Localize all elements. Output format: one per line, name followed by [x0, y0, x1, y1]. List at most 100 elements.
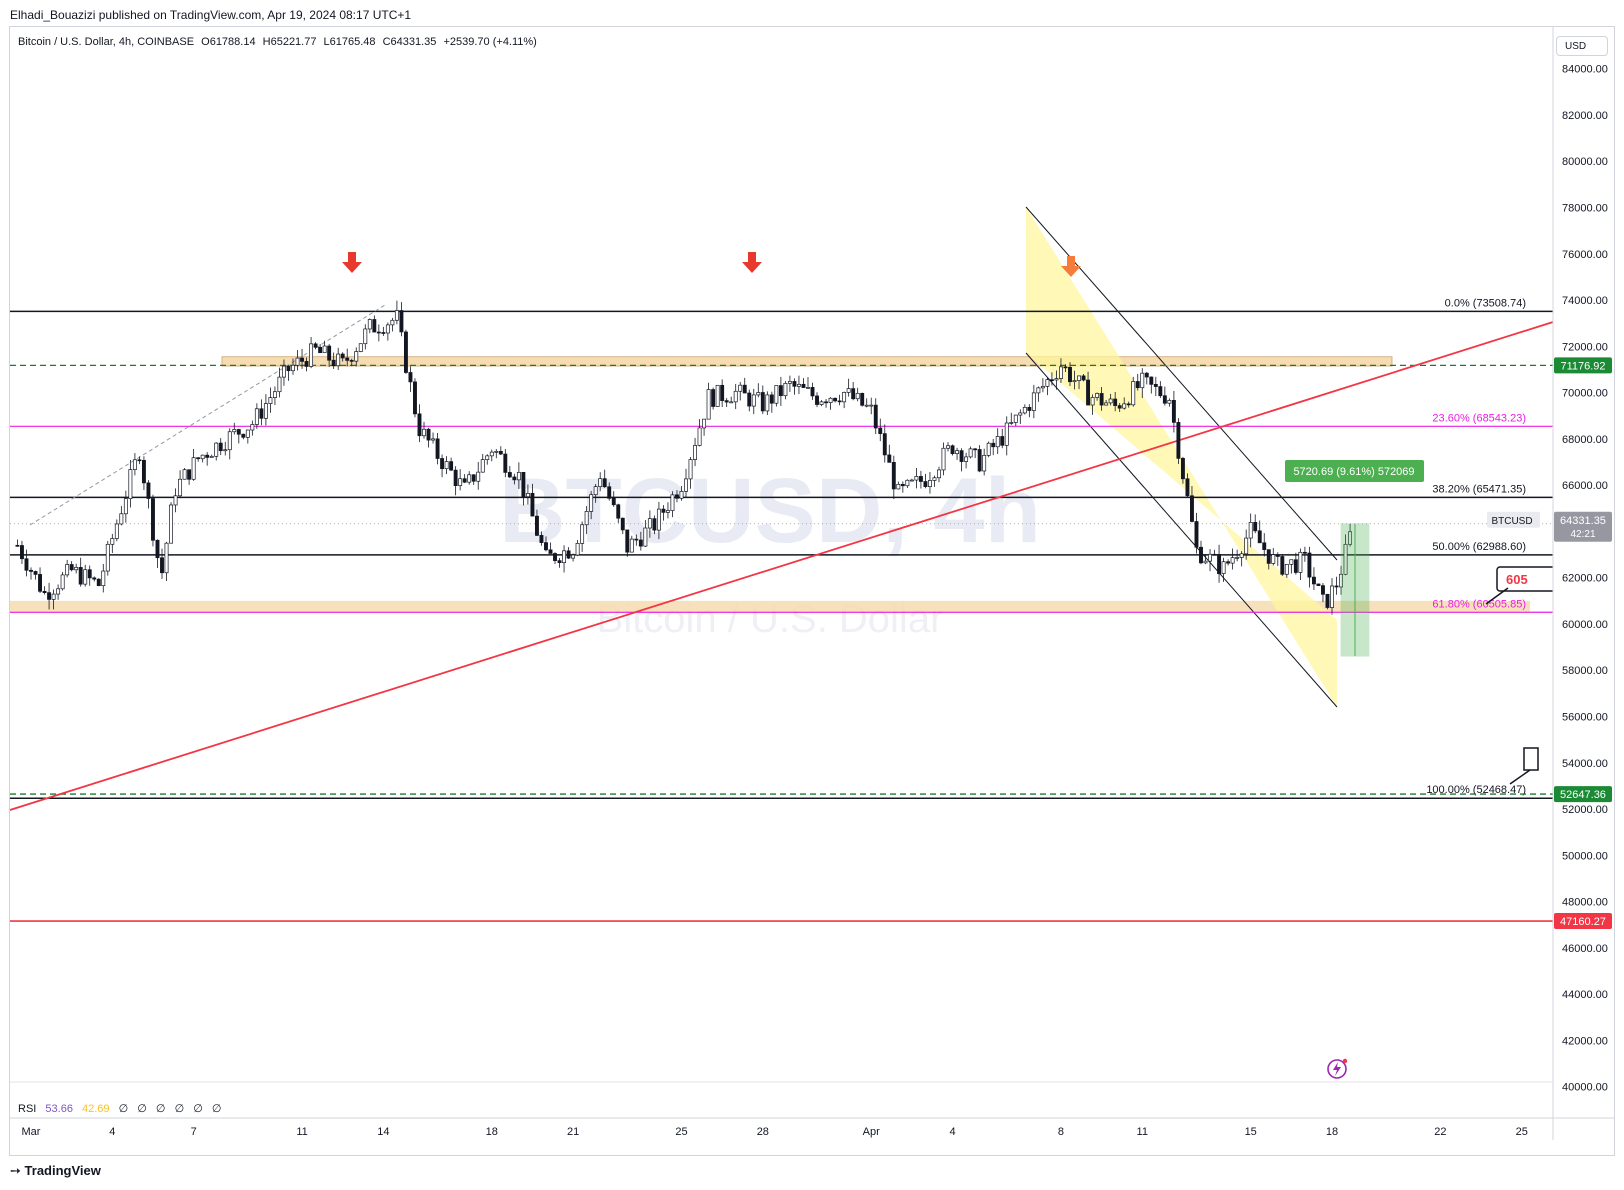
candle-body-51 — [245, 429, 250, 438]
candle-body-163 — [751, 394, 756, 407]
candle-body-197 — [905, 479, 910, 487]
candle-body-124 — [575, 542, 580, 556]
candle-body-147 — [679, 491, 684, 499]
axis-price-tag-bg-1 — [1554, 786, 1612, 803]
candle-body-226 — [1036, 387, 1041, 394]
candle-body-119 — [553, 553, 557, 561]
candle-body-294 — [1343, 543, 1348, 575]
candle-body-180 — [828, 397, 833, 403]
candle-body-164 — [756, 392, 761, 396]
y-tick-9: 66000.00 — [1562, 480, 1608, 492]
candle-body-212 — [973, 448, 978, 451]
candle-body-60 — [286, 365, 291, 372]
candle-body-184 — [846, 388, 851, 393]
candle-body-2 — [24, 558, 29, 571]
symbol-title: Bitcoin / U.S. Dollar, 4h, COINBASE — [18, 36, 195, 48]
candle-body-205 — [941, 447, 946, 471]
rsi-hidden-4: ∅ — [193, 1103, 203, 1115]
tradingview-logo[interactable]: ➙ TradingView — [10, 1163, 101, 1179]
candle-body-148 — [684, 478, 688, 492]
candle-body-27 — [137, 459, 142, 462]
candle-body-55 — [263, 403, 268, 419]
candle-body-268 — [1226, 561, 1231, 564]
candle-body-8 — [51, 593, 56, 600]
candle-body-117 — [544, 542, 548, 551]
y-tick-1: 82000.00 — [1562, 110, 1608, 122]
symbol-legend[interactable]: Bitcoin / U.S. Dollar, 4h, COINBASE O617… — [18, 36, 541, 48]
channel-upper-line — [1025, 206, 1338, 561]
rsi-legend[interactable]: RSI 53.66 42.69 ∅ ∅ ∅ ∅ ∅ ∅ — [18, 1102, 227, 1115]
x-tick-5: 18 — [486, 1126, 498, 1138]
candle-body-37 — [182, 469, 187, 480]
candle-body-64 — [304, 361, 309, 367]
y-tick-3: 78000.00 — [1562, 203, 1608, 215]
candle-body-256 — [1171, 400, 1176, 423]
candle-body-235 — [1077, 375, 1081, 381]
candles — [15, 300, 1353, 615]
candle-body-262 — [1199, 546, 1203, 564]
candle-body-138 — [638, 539, 643, 547]
current-symbol-tag-bg — [1487, 511, 1540, 528]
candle-body-110 — [512, 476, 517, 481]
candle-body-76 — [358, 343, 363, 352]
measure-label: 5720.69 (9.61%) 572069 — [1293, 466, 1414, 478]
candle-body-100 — [467, 474, 472, 483]
y-tick-7: 70000.00 — [1562, 388, 1608, 400]
candle-body-200 — [918, 476, 923, 482]
candle-body-214 — [982, 455, 987, 472]
candle-body-290 — [1325, 593, 1330, 608]
candle-body-108 — [503, 453, 508, 473]
candle-body-82 — [385, 324, 390, 334]
candle-body-38 — [187, 469, 192, 480]
candle-body-116 — [539, 535, 544, 543]
candle-body-134 — [620, 517, 625, 531]
x-tick-7: 25 — [675, 1126, 687, 1138]
candle-body-174 — [801, 383, 806, 388]
candle-body-139 — [643, 527, 648, 547]
candle-body-136 — [629, 538, 634, 553]
rsi-hidden-5: ∅ — [211, 1103, 222, 1115]
candle-body-209 — [959, 450, 964, 462]
candle-body-13 — [74, 567, 79, 571]
candle-body-36 — [178, 478, 183, 497]
candle-body-1 — [20, 545, 24, 560]
candle-body-101 — [471, 474, 476, 482]
candle-body-77 — [363, 328, 368, 345]
candle-body-171 — [787, 381, 792, 384]
y-tick-6: 72000.00 — [1562, 341, 1608, 353]
candle-body-178 — [819, 401, 824, 405]
candle-body-192 — [882, 433, 887, 456]
y-tick-16: 52000.00 — [1562, 804, 1608, 816]
x-tick-0: Mar — [22, 1126, 41, 1138]
chart-frame[interactable] — [9, 26, 1615, 1156]
candle-body-219 — [1004, 422, 1009, 446]
candle-body-173 — [797, 383, 801, 387]
candle-body-67 — [318, 346, 323, 354]
measure-label-bg — [1285, 460, 1424, 482]
candle-body-206 — [946, 445, 950, 449]
x-tick-3: 11 — [296, 1126, 307, 1138]
candle-body-204 — [937, 469, 941, 479]
y-tick-4: 76000.00 — [1562, 249, 1608, 261]
candle-body-97 — [453, 469, 458, 487]
currency-button[interactable]: USD — [1556, 36, 1608, 56]
candle-body-237 — [1086, 379, 1091, 406]
x-tick-10: 4 — [949, 1126, 955, 1138]
x-tick-2: 7 — [191, 1126, 197, 1138]
candle-body-245 — [1122, 403, 1127, 409]
candle-body-66 — [313, 343, 318, 348]
y-tick-13: 58000.00 — [1562, 665, 1608, 677]
candle-body-152 — [702, 418, 707, 429]
x-tick-11: 8 — [1058, 1126, 1064, 1138]
candle-body-190 — [873, 404, 878, 429]
y-tick-17: 50000.00 — [1562, 850, 1608, 862]
channel-lower-line — [1025, 352, 1338, 708]
y-tick-11: 62000.00 — [1562, 573, 1608, 585]
candle-body-188 — [864, 404, 869, 407]
candle-body-210 — [964, 456, 969, 462]
candle-body-65 — [309, 343, 314, 367]
fib-label-0: 0.0% (73508.74) — [1445, 297, 1526, 309]
rsi-hidden-1: ∅ — [137, 1103, 147, 1115]
